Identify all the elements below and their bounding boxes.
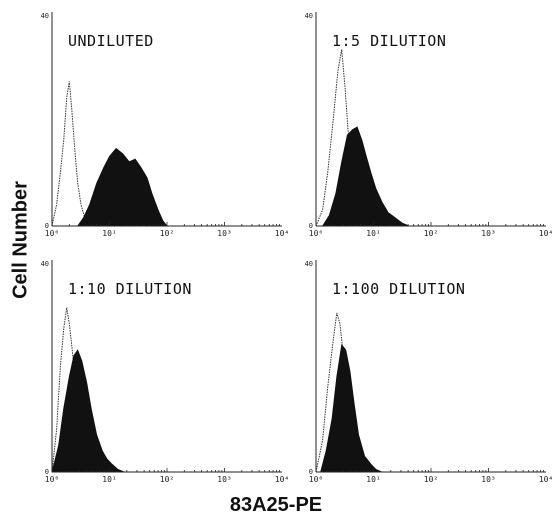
x-tick-label: 10⁴: [275, 229, 289, 238]
panel-title-2: 1:5 DILUTION: [332, 32, 446, 50]
histogram-panel-3: 10⁰ 10¹ 10² 10³ 10⁴ 0 40 1:10 DILUTION: [41, 260, 289, 484]
histogram-panel-1: 10⁰ 10¹ 10² 10³ 10⁴ 0 40 UNDILUTED: [41, 12, 289, 238]
y-tick-label: 0: [45, 468, 49, 476]
y-tick-label: 0: [309, 468, 313, 476]
filled-histogram-4: [320, 343, 383, 473]
y-tick-label: 40: [41, 260, 49, 268]
x-tick-label: 10⁴: [539, 475, 552, 484]
x-tick-label: 10¹: [366, 229, 380, 238]
y-tick-label: 0: [45, 222, 49, 230]
panel-title-3: 1:10 DILUTION: [68, 280, 192, 298]
panel-title-4: 1:100 DILUTION: [332, 280, 465, 298]
panel-title-1: UNDILUTED: [68, 32, 154, 50]
x-tick-label: 10³: [217, 475, 231, 484]
histogram-panel-2: 10⁰ 10¹ 10² 10³ 10⁴ 0 40 1:5 DILUTION: [305, 12, 552, 238]
x-tick-label: 10⁴: [539, 229, 552, 238]
y-tick-label: 40: [41, 12, 49, 20]
x-tick-label: 10²: [424, 475, 438, 484]
y-tick-label: 40: [305, 12, 313, 20]
histogram-panel-4: 10⁰ 10¹ 10² 10³ 10⁴ 0 40 1:100 DILUTION: [305, 260, 552, 484]
x-tick-label: 10²: [424, 229, 438, 238]
x-tick-label: 10⁴: [275, 475, 289, 484]
x-tick-label: 10⁰: [45, 229, 59, 238]
x-tick-label: 10²: [160, 229, 174, 238]
y-axis-label: Cell Number: [9, 181, 32, 299]
x-axis-label: 83A25-PE: [229, 494, 323, 516]
x-tick-label: 10⁰: [309, 475, 323, 484]
x-tick-label: 10¹: [102, 475, 116, 484]
x-tick-label: 10²: [160, 475, 174, 484]
x-tick-label: 10⁰: [45, 475, 59, 484]
filled-histogram-3: [51, 349, 125, 473]
x-tick-label: 10³: [481, 475, 495, 484]
x-tick-label: 10³: [481, 229, 495, 238]
filled-histogram-2: [321, 126, 410, 227]
x-tick-label: 10¹: [366, 475, 380, 484]
x-tick-label: 10¹: [102, 229, 116, 238]
filled-histogram-1: [76, 147, 168, 227]
y-tick-label: 0: [309, 222, 313, 230]
y-axis-label-wrapper: Cell Number: [6, 175, 36, 305]
x-tick-label: 10³: [217, 229, 231, 238]
x-tick-label: 10⁰: [309, 229, 323, 238]
y-tick-label: 40: [305, 260, 313, 268]
